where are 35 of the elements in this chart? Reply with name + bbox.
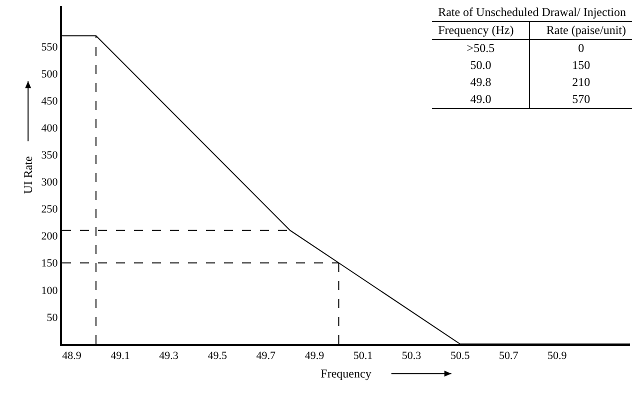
annotation: Rate (paise/unit) [530,22,632,40]
x-axis-title: Frequency [320,366,372,381]
x-tick-label: 49.9 [304,350,325,362]
y-tick-label: 150 [41,258,58,270]
y-tick-label: 450 [41,95,58,108]
y-tick-label: 200 [41,230,58,243]
y-tick-label: 250 [41,204,58,216]
y-tick-label: 400 [41,122,58,135]
annotation: 0 [577,40,586,57]
annotation: 49.0 [432,91,530,108]
y-tick-label: 300 [41,176,58,189]
y-tick-label: 500 [41,68,58,80]
x-tick-label: 48.9 [62,350,82,362]
annotation: Frequency (Hz) [432,22,530,40]
y-tick-label: 350 [41,150,58,162]
x-tick-label: 49.7 [256,350,276,362]
x-tick-label: 50.9 [548,350,568,362]
y-tick-label: 50 [46,312,58,324]
x-tick-label: 50.5 [450,350,470,362]
x-tick-label: 50.3 [402,350,422,362]
y-axis-title: UI Rate [21,156,36,194]
y-tick-label: 550 [41,41,58,54]
annotation: 210 [571,74,592,91]
annotation: 150 [571,57,592,74]
annotation: 50.0 [432,57,530,74]
x-tick-label: 49.1 [110,350,130,362]
x-tick-label: 50.7 [499,350,519,362]
annotation: 49.8 [432,74,530,91]
annotation: 570 [530,91,632,108]
annotation: >50.5 [432,40,530,57]
x-tick-label: 49.3 [159,350,179,362]
annotation: Rate of Unscheduled Drawal/ Injection [432,4,632,22]
x-tick-label: 49.5 [208,350,228,362]
x-tick-label: 50.1 [353,350,373,362]
y-tick-label: 100 [41,284,58,297]
